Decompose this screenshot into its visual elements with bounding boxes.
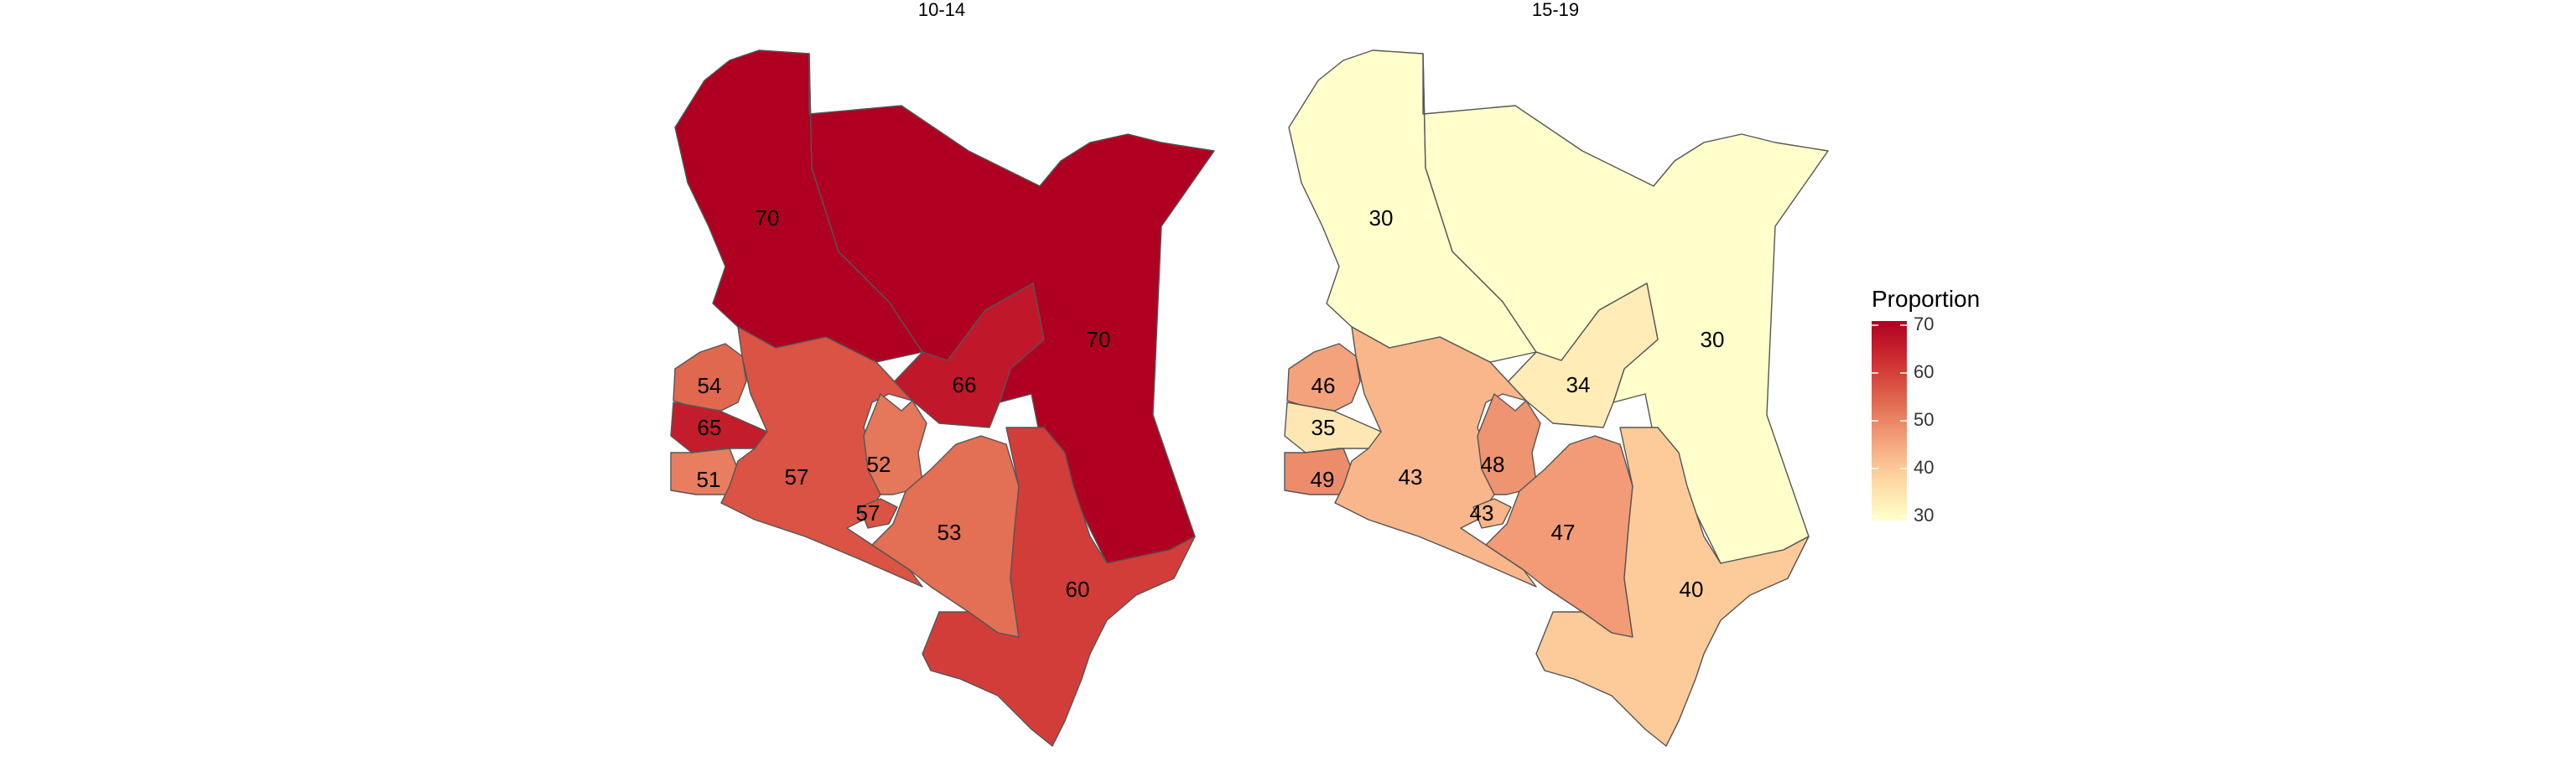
region-value-label: 48 — [1481, 452, 1505, 477]
legend-tick-label: 50 — [1914, 409, 1934, 430]
region-value-label: 70 — [1087, 327, 1111, 352]
map-panel-10-14: 10-14 70 70 66 54 65 51 57 52 57 53 60 — [670, 0, 1215, 747]
region-value-label: 53 — [937, 520, 962, 545]
region-value-label: 70 — [756, 205, 780, 231]
region-value-label: 34 — [1566, 372, 1591, 397]
region-central — [863, 393, 927, 495]
legend-tick-label: 30 — [1914, 505, 1934, 526]
region-value-label: 46 — [1311, 373, 1336, 398]
region-value-label: 43 — [1470, 500, 1494, 526]
legend-title: Proportion — [1872, 286, 1980, 312]
region-value-label: 40 — [1680, 577, 1704, 602]
region-central — [1477, 393, 1541, 495]
region-value-label: 66 — [953, 372, 977, 397]
panel-title: 10-14 — [918, 0, 965, 20]
legend-tick-label: 60 — [1914, 361, 1934, 382]
region-value-label: 35 — [1311, 415, 1336, 440]
region-value-label: 54 — [698, 373, 722, 398]
legend-tick-label: 40 — [1914, 457, 1934, 478]
region-northwest — [674, 49, 923, 363]
region-value-label: 51 — [697, 467, 721, 492]
map-panel-15-19: 15-19 30 30 34 46 35 49 43 48 43 47 40 — [1284, 0, 1829, 747]
region-west-mid — [1284, 402, 1382, 453]
region-value-label: 49 — [1311, 467, 1335, 492]
region-nairobi — [1472, 498, 1512, 529]
region-west-mid — [670, 402, 768, 453]
region-value-label: 57 — [856, 500, 880, 526]
color-legend: Proportion 30 40 50 60 70 — [1872, 286, 1980, 526]
region-nairobi — [859, 498, 898, 529]
region-value-label: 30 — [1369, 205, 1394, 231]
region-value-label: 30 — [1701, 327, 1725, 352]
region-value-label: 47 — [1551, 520, 1576, 545]
region-value-label: 52 — [867, 452, 891, 477]
region-value-label: 65 — [698, 415, 722, 440]
region-coast — [922, 427, 1196, 747]
region-value-label: 60 — [1066, 577, 1090, 602]
region-value-label: 57 — [785, 464, 809, 490]
region-northwest — [1288, 49, 1537, 363]
region-value-label: 43 — [1399, 464, 1423, 490]
legend-tick-label: 70 — [1914, 313, 1934, 334]
panel-title: 15-19 — [1532, 0, 1579, 20]
region-coast — [1535, 427, 1810, 747]
